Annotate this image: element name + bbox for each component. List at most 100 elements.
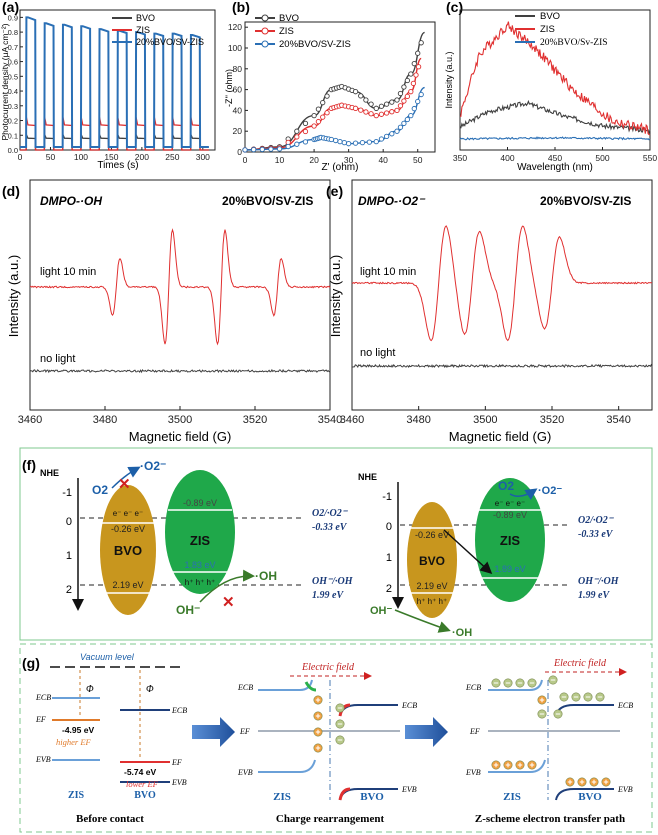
b-point xyxy=(368,111,374,117)
g-vacuum-label: Vacuum level xyxy=(80,652,135,662)
panel-a-series xyxy=(20,16,209,151)
legend-b-zis-marker xyxy=(261,27,269,35)
b-point xyxy=(294,134,300,140)
f-ohm-right: OH⁻ xyxy=(370,605,393,617)
c-xtick-label: 500 xyxy=(595,153,609,163)
f-ohref-left: OH⁻/·OH xyxy=(312,576,354,587)
g-step-arrow-2 xyxy=(405,717,448,747)
b-ytick-label: 20 xyxy=(233,126,243,136)
b-point xyxy=(337,138,343,145)
g3-bvo-name: BVO xyxy=(578,791,602,803)
b-series-ZIS xyxy=(244,57,422,151)
g3-bvo-vb xyxy=(555,788,614,801)
f-ohrad-left: ·OH xyxy=(255,569,277,583)
b-xtick-label: 20 xyxy=(309,155,319,165)
b-point xyxy=(368,101,374,107)
f-lvl-1-right: 1 xyxy=(386,552,392,564)
f-lvl-0-right: 0 xyxy=(386,521,392,533)
f-oh-arrow-right xyxy=(394,609,451,633)
b-point xyxy=(276,146,283,152)
b-point xyxy=(383,133,390,140)
g3-bvo-cb xyxy=(555,704,614,717)
f-bvo-name-left: BVO xyxy=(114,543,142,558)
xtick-label: 3520 xyxy=(243,414,267,426)
b-point xyxy=(373,105,379,111)
panel-a-yticks: 0.0 0.1 0.2 0.3 0.4 0.5 0.6 0.7 0.8 0.9 xyxy=(8,13,23,155)
g3-charges xyxy=(491,675,611,787)
a-ytick-label: 0.3 xyxy=(8,102,18,111)
panel-f: (f) NHE -1 0 1 2 BVO ZIS -0.26 eV 2.19 e… xyxy=(19,447,653,641)
f-bvo-cb-left: -0.26 eV xyxy=(111,524,145,534)
panel-d-series xyxy=(29,228,331,374)
panel-b-legend: BVO ZIS 20%BVO/SV-ZIS xyxy=(255,13,351,50)
b-point xyxy=(408,89,414,95)
b-point xyxy=(359,139,366,146)
g2-ecb-right: ECB xyxy=(401,701,417,710)
g1-ef-right: EF xyxy=(171,758,182,767)
f-o2val-right: -0.33 eV xyxy=(578,529,614,540)
panel-b-yticks: 0 20 40 60 80 100 120 xyxy=(228,22,248,157)
g1-evb-right: EVB xyxy=(171,778,187,787)
xtick-label: 3480 xyxy=(406,414,430,426)
xtick-label: 3540 xyxy=(606,414,630,426)
b-point xyxy=(394,128,400,134)
b-point xyxy=(418,91,424,98)
b-point xyxy=(363,109,369,115)
f-zis-cb-right: -0.89 eV xyxy=(493,510,527,520)
b-point xyxy=(352,105,359,111)
a-xtick-label: 100 xyxy=(74,152,88,162)
g3-evb-left: EVB xyxy=(465,768,481,777)
a-ytick-label: 0.7 xyxy=(8,43,18,52)
panel-e-frame xyxy=(351,179,653,411)
b-point xyxy=(358,107,364,113)
f-nhe-left: NHE xyxy=(40,468,59,478)
c-xtick-label: 400 xyxy=(500,153,514,163)
b-point xyxy=(389,99,395,105)
g3-zis-name: ZIS xyxy=(503,791,521,803)
g2-bvo-name: BVO xyxy=(360,791,384,803)
b-point xyxy=(378,111,385,117)
f-z-scheme-arrow xyxy=(443,529,493,575)
b-point xyxy=(320,114,326,120)
panel-a: (a) 0.0 0.1 0.2 0.3 0.4 0.5 0.6 0.7 0.8 0.9 0 50 10… xyxy=(0,0,216,171)
b-point xyxy=(341,139,347,146)
panel-g: (g) Vacuum level Φ Φ ECB EF EVB ECB EF E… xyxy=(19,643,653,833)
f-o2rad-right: ·O2⁻ xyxy=(538,485,562,497)
panel-d-label: (d) xyxy=(2,183,20,199)
g3-efield: Electric field xyxy=(553,658,607,669)
panel-g-label: (g) xyxy=(22,655,40,671)
g-step2: Charge rearrangement xyxy=(276,813,385,825)
a-ytick-label: 0.0 xyxy=(8,146,18,155)
f-bvo-cb-right: -0.26 eV xyxy=(415,530,449,540)
b-point xyxy=(328,136,335,143)
f-ohval-left: 1.99 eV xyxy=(312,590,344,601)
a-xtick-label: 0 xyxy=(18,152,23,162)
f-o2-right: O2 xyxy=(498,479,514,493)
f-bvo-vb-right: 2.19 eV xyxy=(416,581,447,591)
b-point xyxy=(404,93,411,100)
f-zis-vb-right: 1.89 eV xyxy=(494,564,525,574)
f-ohm-left: OH⁻ xyxy=(176,603,200,617)
b-point xyxy=(397,103,404,109)
f-lvl-m1-left: -1 xyxy=(62,487,72,499)
a-xtick-label: 200 xyxy=(135,152,149,162)
g-step1: Before contact xyxy=(76,813,144,825)
b-xtick-label: 40 xyxy=(378,155,388,165)
g2-bvo-cb xyxy=(339,704,398,717)
panel-a-label: (a) xyxy=(2,0,19,15)
b-point xyxy=(259,146,265,153)
panel-e-ylabel: Intensity (a.u.) xyxy=(328,255,343,337)
g1-ecb-right: ECB xyxy=(171,706,187,715)
b-point xyxy=(397,124,404,130)
legend-b-bvo: BVO xyxy=(279,13,299,24)
b-point xyxy=(418,40,424,46)
panel-e-sample: 20%BVO/SV-ZIS xyxy=(540,194,631,208)
f-zis-vb-left: 1.83 eV xyxy=(184,560,215,570)
f-o2-left: O2 xyxy=(92,483,108,497)
b-point xyxy=(389,131,395,137)
g1-bvo-ef-value: -5.74 eV xyxy=(124,767,156,777)
e-lines-light-spectrum xyxy=(351,225,653,342)
b-point xyxy=(324,110,330,116)
panel-e-series xyxy=(351,225,653,369)
panel-a-legend: BVO ZIS 20%BVO/SV-ZIS xyxy=(112,13,204,47)
